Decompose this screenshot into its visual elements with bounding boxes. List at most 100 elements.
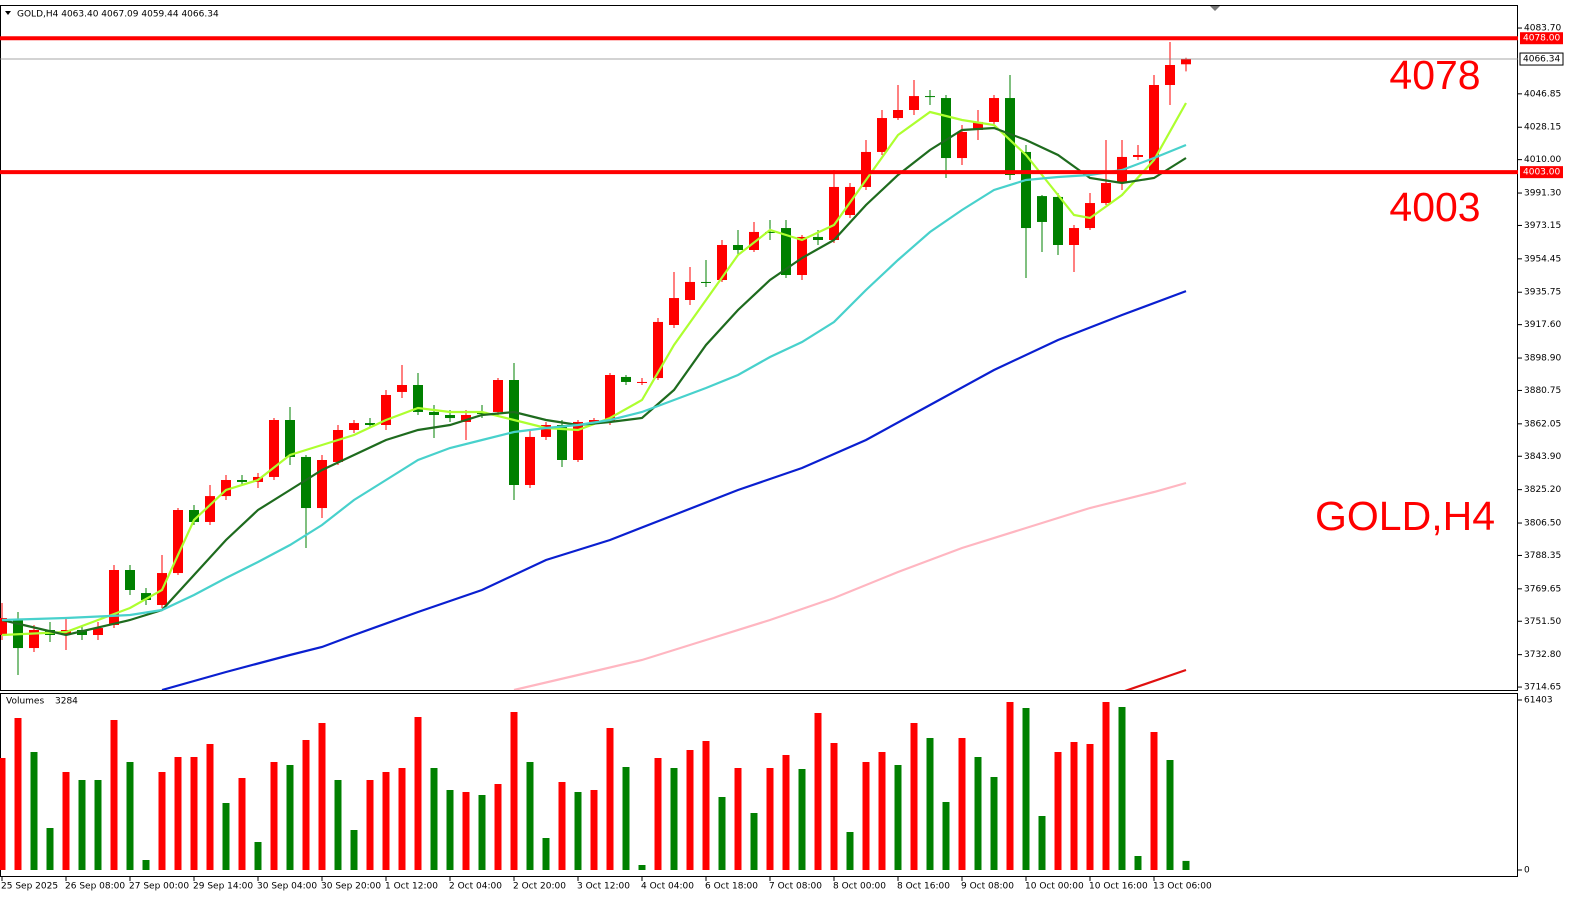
annotation: GOLD,H4 bbox=[1315, 493, 1495, 539]
volume-bar bbox=[510, 711, 518, 870]
volume-bar bbox=[62, 771, 70, 870]
y-tick-label: 3973.15 bbox=[1524, 221, 1561, 231]
volume-bar bbox=[0, 757, 6, 870]
candle-body bbox=[397, 385, 407, 392]
volume-bar bbox=[750, 813, 758, 870]
volume-bar bbox=[350, 829, 358, 870]
volume-bar bbox=[462, 791, 470, 870]
volume-bar bbox=[398, 767, 406, 870]
volume-bar bbox=[990, 776, 998, 870]
volume-bar bbox=[894, 764, 902, 870]
volume-bar bbox=[94, 779, 102, 870]
candle-body bbox=[1069, 228, 1079, 245]
volume-bar bbox=[1054, 751, 1062, 870]
candle-body bbox=[413, 385, 423, 412]
candle-body bbox=[1053, 196, 1063, 245]
volume-plot bbox=[0, 701, 1190, 870]
volume-bar bbox=[414, 716, 422, 870]
candle-body bbox=[173, 510, 183, 574]
x-tick-label: 25 Sep 2025 bbox=[1, 882, 58, 892]
y-tick-label: 3714.65 bbox=[1524, 683, 1561, 693]
candle-body bbox=[285, 420, 295, 457]
volume-bar bbox=[526, 761, 534, 870]
volume-bar bbox=[702, 740, 710, 870]
y-tick-label: 3769.65 bbox=[1524, 584, 1561, 594]
volume-bar bbox=[14, 717, 22, 870]
menu-triangle[interactable] bbox=[5, 11, 11, 15]
y-tick-label: 4083.70 bbox=[1524, 24, 1561, 34]
volume-bar bbox=[574, 791, 582, 870]
chart-header: GOLD,H4 4063.40 4067.09 4059.44 4066.34 bbox=[17, 10, 219, 20]
volume-bar bbox=[302, 739, 310, 870]
candle-body bbox=[1181, 59, 1191, 65]
volume-tick-label: 0 bbox=[1524, 866, 1530, 876]
candle-body bbox=[765, 231, 775, 233]
candle-body bbox=[1101, 183, 1111, 204]
moving-average bbox=[1, 126, 1187, 637]
current-price-box bbox=[1519, 52, 1564, 66]
volume-bar bbox=[958, 737, 966, 870]
y-tick-label: 3806.50 bbox=[1524, 519, 1561, 529]
y-tick-label: 4028.15 bbox=[1524, 123, 1561, 133]
x-tick-label: 3 Oct 12:00 bbox=[577, 882, 630, 892]
candle-body bbox=[1149, 85, 1159, 172]
volume-bar bbox=[46, 828, 54, 870]
volume-bar bbox=[718, 796, 726, 870]
candle-body bbox=[589, 420, 599, 422]
candle-body bbox=[333, 430, 343, 462]
candle-body bbox=[701, 281, 711, 283]
level-label-box bbox=[1520, 166, 1563, 179]
volume-tick-label: 61403 bbox=[1524, 696, 1553, 706]
volume-bar bbox=[1070, 741, 1078, 870]
volume-bar bbox=[830, 742, 838, 870]
candle-body bbox=[269, 420, 279, 477]
volume-bar bbox=[1166, 759, 1174, 870]
volume-bar bbox=[974, 756, 982, 870]
candle-body bbox=[749, 231, 759, 250]
volume-bar bbox=[158, 771, 166, 870]
x-tick-label: 7 Oct 08:00 bbox=[769, 882, 822, 892]
volume-bar bbox=[862, 761, 870, 870]
x-tick-label: 30 Sep 04:00 bbox=[257, 882, 317, 892]
candle-body bbox=[909, 96, 919, 110]
x-tick-label: 6 Oct 18:00 bbox=[705, 882, 758, 892]
candle-body bbox=[685, 281, 695, 300]
candle-body bbox=[141, 593, 151, 600]
volume-bar bbox=[1118, 706, 1126, 870]
candle-body bbox=[893, 110, 903, 119]
volume-bar bbox=[622, 766, 630, 870]
candle-body bbox=[669, 298, 679, 325]
y-tick-label: 3917.60 bbox=[1524, 320, 1561, 330]
x-tick-label: 9 Oct 08:00 bbox=[961, 882, 1014, 892]
candle-body bbox=[205, 496, 215, 522]
volume-bar bbox=[686, 749, 694, 870]
volume-bar bbox=[78, 779, 86, 870]
y-tick-label: 4046.85 bbox=[1524, 89, 1561, 99]
candle-body bbox=[781, 228, 791, 275]
candle-body bbox=[813, 236, 823, 240]
y-tick-label: 3751.50 bbox=[1524, 617, 1561, 627]
volume-bar bbox=[1150, 731, 1158, 870]
x-tick-label: 2 Oct 20:00 bbox=[513, 882, 566, 892]
candle-body bbox=[237, 480, 247, 482]
volume-bar bbox=[910, 722, 918, 870]
y-tick-label: 3825.20 bbox=[1524, 485, 1561, 495]
x-tick-label: 10 Oct 16:00 bbox=[1089, 882, 1148, 892]
volume-bar bbox=[110, 719, 118, 870]
candle-body bbox=[381, 395, 391, 425]
candle-body bbox=[525, 436, 535, 485]
moving-average bbox=[161, 290, 1187, 690]
candle-body bbox=[797, 236, 807, 275]
y-tick-label: 3991.30 bbox=[1524, 189, 1561, 199]
volume-bar bbox=[478, 794, 486, 870]
x-tick-label: 29 Sep 14:00 bbox=[193, 882, 253, 892]
volume-bar bbox=[798, 768, 806, 870]
candle-body bbox=[1085, 203, 1095, 229]
volume-bar bbox=[254, 841, 262, 870]
candle-body bbox=[653, 321, 663, 379]
candle-body bbox=[573, 421, 583, 460]
volume-bar bbox=[606, 727, 614, 870]
y-tick-label: 3898.90 bbox=[1524, 354, 1561, 364]
volume-current: 3284 bbox=[55, 697, 78, 707]
